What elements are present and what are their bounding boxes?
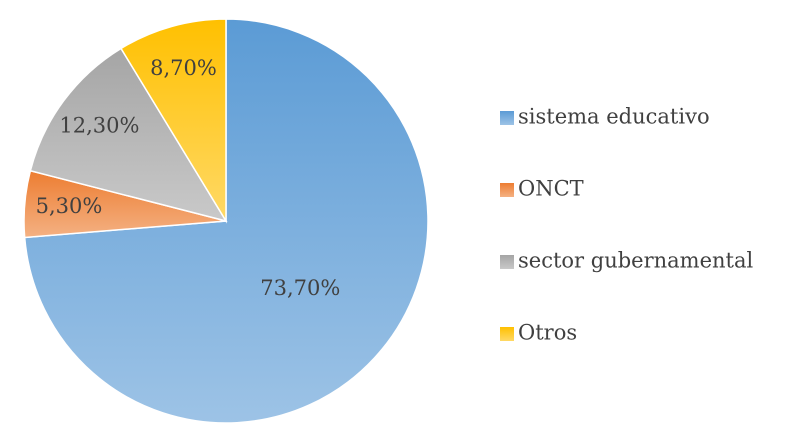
legend-label: Otros: [518, 321, 577, 345]
pie-slice: [29, 47, 228, 223]
legend-swatch: [500, 111, 514, 125]
legend-label: sistema educativo: [518, 105, 710, 129]
data-label: 12,30%: [59, 114, 139, 138]
legend-label: ONCT: [518, 177, 584, 201]
legend-swatch: [500, 183, 514, 197]
data-label: 5,30%: [36, 194, 103, 218]
pie-slice: [119, 18, 227, 224]
legend-swatch: [500, 327, 514, 341]
legend-swatch: [500, 255, 514, 269]
data-label: 73,70%: [260, 276, 340, 300]
data-label: 8,70%: [150, 56, 217, 80]
legend-label: sector gubernamental: [518, 249, 754, 273]
